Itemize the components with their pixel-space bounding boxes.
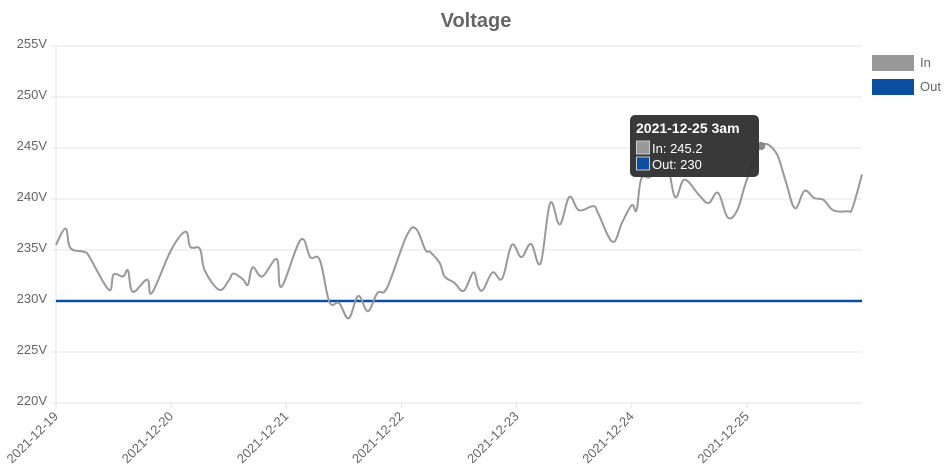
tooltip-line-in: In: 245.2 xyxy=(652,141,703,156)
x-tick-label: 2021-12-21 xyxy=(234,409,292,467)
y-tick-label: 230V xyxy=(17,291,48,306)
legend-swatch-out xyxy=(872,79,914,95)
tooltip-swatch-in xyxy=(636,140,650,155)
tooltip-title: 2021-12-25 3am xyxy=(636,120,740,136)
y-tick-label: 240V xyxy=(17,189,48,204)
y-tick-label: 220V xyxy=(17,393,48,408)
legend-swatch-in xyxy=(872,55,914,71)
chart-title: Voltage xyxy=(441,10,512,32)
y-tick-label: 225V xyxy=(17,342,48,357)
x-tick-label: 2021-12-25 xyxy=(694,409,752,467)
tooltip-swatch-out xyxy=(636,156,650,171)
series-line-in xyxy=(55,142,863,320)
grid xyxy=(51,45,862,408)
x-axis: 2021-12-19 2021-12-20 2021-12-21 2021-12-22… xyxy=(3,409,751,467)
y-tick-label: 255V xyxy=(17,36,48,51)
legend-label-in: In xyxy=(920,55,931,70)
x-tick-label: 2021-12-22 xyxy=(349,409,407,467)
legend: In Out xyxy=(872,55,941,95)
x-tick-label: 2021-12-20 xyxy=(119,409,177,467)
x-tick-label: 2021-12-23 xyxy=(464,409,522,467)
legend-label-out: Out xyxy=(920,79,941,94)
y-tick-label: 245V xyxy=(17,138,48,153)
tooltip-line-out: Out: 230 xyxy=(652,157,702,172)
series-lines xyxy=(55,141,863,320)
x-tick-label: 2021-12-19 xyxy=(3,409,61,467)
tooltip-box xyxy=(630,115,759,177)
x-tick-label: 2021-12-24 xyxy=(579,409,637,467)
hover-point xyxy=(757,141,766,150)
y-tick-label: 250V xyxy=(17,87,48,102)
y-axis: 220V 225V 230V 235V 240V 245V 250V 255V xyxy=(17,36,48,408)
y-tick-label: 235V xyxy=(17,240,48,255)
